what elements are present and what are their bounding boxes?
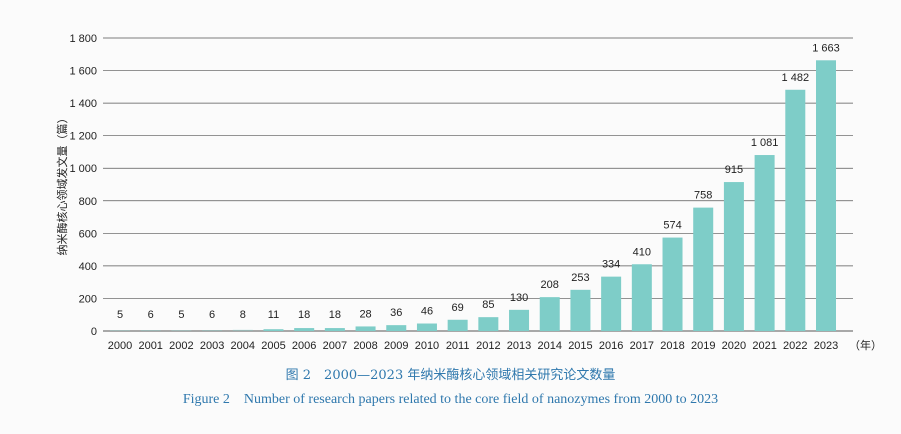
data-label: 758 <box>694 190 712 202</box>
bar-2016 <box>601 276 622 331</box>
bar-2000 <box>110 330 130 331</box>
data-label: 46 <box>421 306 433 318</box>
bar-2008 <box>355 326 376 331</box>
data-label: 1 482 <box>782 72 810 84</box>
x-tick-label: 2004 <box>231 340 255 352</box>
bar-2011 <box>447 319 468 331</box>
x-tick-label: 2008 <box>353 340 377 352</box>
data-label: 1 081 <box>751 137 779 149</box>
y-tick-label: 400 <box>79 261 97 273</box>
y-tick-labels: 0 200 400 600 800 1 000 1 200 1 400 1 600 1 800 <box>69 33 97 338</box>
bar-2013 <box>509 309 530 331</box>
data-label: 36 <box>390 307 402 319</box>
x-tick-label: 2014 <box>537 340 561 352</box>
data-label: 1 663 <box>812 42 840 54</box>
y-tick-label: 600 <box>79 228 97 240</box>
x-tick-label: 2006 <box>292 340 316 352</box>
bar-chart: 0 200 400 600 800 1 000 1 200 1 400 1 600 1 800 2… <box>55 33 882 352</box>
data-label: 8 <box>240 309 246 321</box>
y-tick-label: 0 <box>91 326 97 338</box>
bar-2015 <box>570 289 591 331</box>
x-tick-label: 2020 <box>722 340 746 352</box>
bar-2007 <box>324 328 345 331</box>
x-tick-label: 2007 <box>323 340 347 352</box>
data-label: 85 <box>482 299 494 311</box>
x-tick-label: 2003 <box>200 340 224 352</box>
data-label: 334 <box>602 259 620 271</box>
data-label: 915 <box>725 164 743 176</box>
x-tick-label: 2013 <box>507 340 531 352</box>
bar-2021 <box>754 155 775 331</box>
bar-2020 <box>723 182 744 331</box>
data-label: 18 <box>329 309 341 321</box>
bar-2006 <box>294 328 315 331</box>
x-tick-label: 2018 <box>660 340 684 352</box>
x-tick-label: 2005 <box>261 340 285 352</box>
y-tick-label: 1 400 <box>69 98 97 110</box>
y-tick-label: 1 000 <box>69 163 97 175</box>
data-label: 208 <box>541 279 559 291</box>
data-label: 5 <box>117 309 123 321</box>
x-tick-label: 2017 <box>630 340 654 352</box>
bar-2023 <box>816 60 836 331</box>
figure-caption-english: Figure 2 Number of research papers relat… <box>182 392 719 407</box>
data-label: 574 <box>663 220 681 232</box>
x-tick-label: 2002 <box>169 340 193 352</box>
y-tick-label: 1 600 <box>69 66 97 78</box>
y-tick-label: 200 <box>79 293 97 305</box>
bar-2012 <box>478 317 499 331</box>
x-axis-unit: （年） <box>849 338 882 352</box>
data-label: 5 <box>178 309 184 321</box>
x-tick-label: 2001 <box>138 340 162 352</box>
x-tick-label: 2010 <box>415 340 439 352</box>
bar-2001 <box>140 330 161 331</box>
data-labels: 5 6 5 6 8 11 18 18 28 36 46 69 85 130 208 253 334 410 574 7… <box>117 42 840 321</box>
data-label: 130 <box>510 292 528 304</box>
x-tick-label: 2016 <box>599 340 623 352</box>
x-tick-label: 2009 <box>384 340 408 352</box>
bar-2017 <box>631 264 652 331</box>
bar-2018 <box>662 237 683 331</box>
y-tick-label: 800 <box>79 196 97 208</box>
y-tick-label: 1 800 <box>69 33 97 45</box>
x-tick-label: 2019 <box>691 340 715 352</box>
x-tick-label: 2023 <box>814 340 838 352</box>
grid-lines <box>103 37 853 332</box>
bar-2010 <box>416 323 437 331</box>
data-label: 6 <box>209 309 215 321</box>
bar-2019 <box>693 207 714 331</box>
x-tick-label: 2000 <box>108 340 132 352</box>
data-label: 11 <box>268 309 279 321</box>
bar-2005 <box>263 329 284 331</box>
figure-caption-chinese: 图 2 2000—2023 年纳米酶核心领域相关研究论文数量 <box>285 368 616 383</box>
bar-2014 <box>539 297 560 331</box>
x-tick-labels: 2000 2001 2002 2003 2004 2005 2006 2007 2008 2009… <box>108 340 838 352</box>
y-tick-label: 1 200 <box>69 131 97 143</box>
x-tick-label: 2015 <box>568 340 592 352</box>
bar-2003 <box>202 330 223 331</box>
bar-2004 <box>232 329 253 331</box>
x-tick-label: 2011 <box>446 340 470 352</box>
bar-2009 <box>386 325 407 331</box>
data-label: 69 <box>452 302 464 314</box>
x-tick-label: 2022 <box>783 340 807 352</box>
data-label: 18 <box>298 309 310 321</box>
bar-2002 <box>171 330 192 331</box>
bars <box>110 60 836 331</box>
data-label: 6 <box>148 309 154 321</box>
y-axis-label: 纳米酶核心领域发文量（篇） <box>55 113 69 256</box>
data-label: 28 <box>359 308 371 320</box>
bar-2022 <box>785 89 806 331</box>
data-label: 410 <box>633 246 651 258</box>
x-tick-label: 2021 <box>752 340 776 352</box>
data-label: 253 <box>571 272 589 284</box>
x-tick-label: 2012 <box>476 340 500 352</box>
